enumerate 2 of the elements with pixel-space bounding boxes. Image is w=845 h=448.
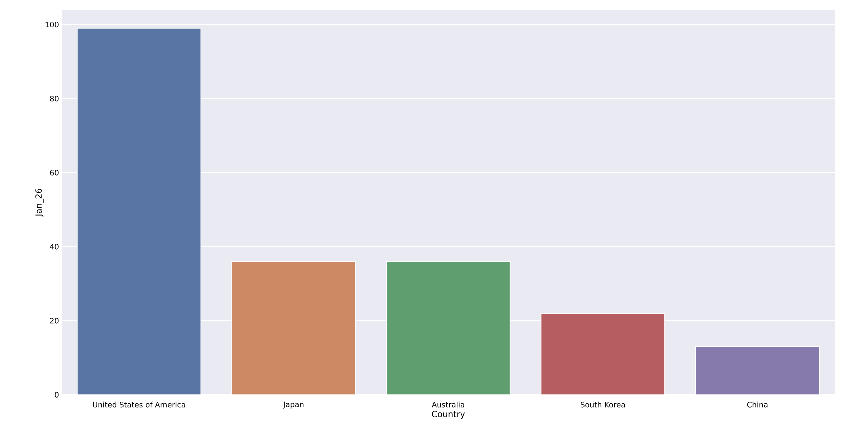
x-axis-title: Country [432,411,466,420]
y-axis-title: Jan_26 [36,188,44,217]
